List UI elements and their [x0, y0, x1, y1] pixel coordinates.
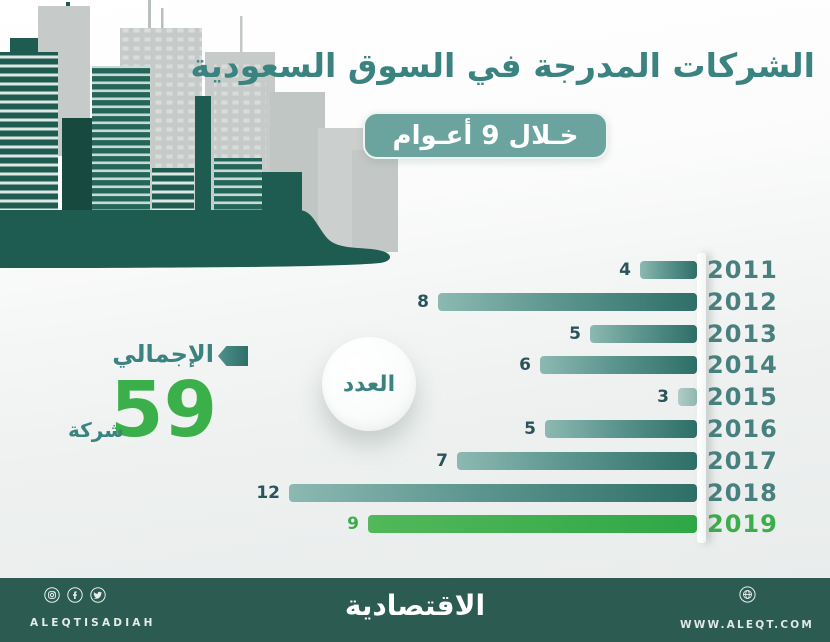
tag-icon	[218, 346, 248, 366]
value-label-2014: 6	[519, 355, 531, 376]
city-skyline-illustration	[0, 0, 398, 268]
year-label-2013: 2013	[707, 319, 778, 348]
chart-row: 8 2012	[0, 287, 830, 316]
total-value: 59	[110, 366, 218, 455]
page-title: الشركات المدرجة في السوق السعودية	[190, 46, 815, 85]
chart-row: 4 2011	[0, 256, 830, 284]
value-label-2017: 7	[436, 450, 448, 471]
year-label-2014: 2014	[707, 351, 778, 380]
value-label-2011: 4	[619, 260, 631, 280]
value-label-2018: 12	[256, 482, 280, 503]
globe-icon	[739, 586, 756, 603]
facebook-icon	[67, 587, 83, 603]
year-label-2017: 2017	[707, 446, 778, 475]
social-icons	[44, 587, 106, 603]
value-label-2015: 3	[657, 387, 669, 408]
axis-label: العدد	[342, 371, 396, 397]
bar-2019	[368, 515, 697, 534]
bar-2012	[438, 292, 697, 311]
bar-2014	[540, 356, 697, 375]
instagram-icon	[44, 587, 60, 603]
chart-row: 6 2014	[0, 351, 830, 380]
bar-2011	[640, 261, 697, 279]
social-handle: ALEQTISADIAH	[30, 617, 156, 629]
footer-bar: ALEQTISADIAH الاقتصادية WWW.ALEQT.COM	[0, 578, 830, 642]
chart-row: 3 2015	[0, 383, 830, 412]
value-label-2016: 5	[524, 419, 536, 439]
bar-2015	[678, 388, 697, 407]
chart-row: 5 2013	[0, 319, 830, 348]
brand-logo: الاقتصادية	[344, 589, 486, 622]
year-label-2012: 2012	[707, 287, 778, 316]
chart-row: 5 2016	[0, 415, 830, 443]
bar-2013	[590, 324, 697, 343]
year-label-2018: 2018	[707, 478, 778, 507]
year-label-2015: 2015	[707, 383, 778, 412]
period-badge: خـلال 9 أعـوام	[363, 112, 608, 159]
bar-2017	[457, 451, 697, 470]
year-label-2019: 2019	[707, 510, 778, 539]
total-unit: شركة	[68, 418, 124, 442]
chart-row: 7 2017	[0, 446, 830, 475]
bar-2016	[545, 420, 697, 438]
value-label-2019: 9	[347, 514, 359, 535]
chart-row: 12 2018	[0, 478, 830, 507]
value-label-2012: 8	[417, 291, 429, 312]
chart-baseline	[697, 253, 706, 543]
year-label-2016: 2016	[707, 415, 778, 443]
year-label-2011: 2011	[707, 256, 778, 284]
total-label: الإجمالي	[112, 340, 214, 368]
twitter-icon	[90, 587, 106, 603]
value-label-2013: 5	[569, 323, 581, 344]
bar-2018	[289, 483, 697, 502]
count-circle: العدد	[322, 337, 416, 431]
website-url: WWW.ALEQT.COM	[679, 619, 815, 631]
chart-row: 9 2019	[0, 510, 830, 539]
